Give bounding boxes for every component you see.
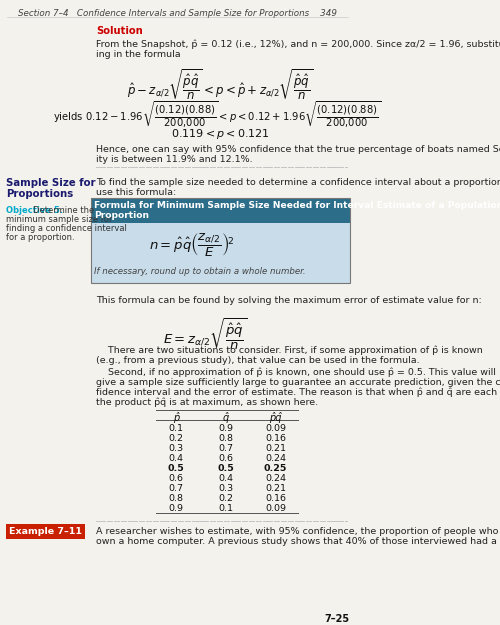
Text: 0.3: 0.3 — [218, 484, 234, 492]
Text: 0.5: 0.5 — [168, 464, 184, 473]
Text: 0.25: 0.25 — [264, 464, 287, 473]
Text: Determine the: Determine the — [32, 206, 94, 215]
Text: the product p̂q̂ is at maximum, as shown here.: the product p̂q̂ is at maximum, as shown… — [96, 398, 318, 407]
Text: q̂: q̂ — [223, 412, 229, 423]
Text: 0.8: 0.8 — [168, 494, 184, 502]
Text: 0.09: 0.09 — [265, 424, 286, 433]
Text: use this formula:: use this formula: — [96, 188, 176, 198]
Text: From the Snapshot, p̂ = 0.12 (i.e., 12%), and n = 200,000. Since zα/2 = 1.96, su: From the Snapshot, p̂ = 0.12 (i.e., 12%)… — [96, 39, 500, 49]
Text: Example 7–11: Example 7–11 — [8, 528, 82, 536]
Text: 0.9: 0.9 — [168, 504, 184, 512]
Text: 0.2: 0.2 — [218, 494, 234, 502]
Text: 0.7: 0.7 — [168, 484, 184, 492]
Text: 0.3: 0.3 — [168, 444, 184, 453]
Text: ity is between 11.9% and 12.1%.: ity is between 11.9% and 12.1%. — [96, 154, 252, 164]
Text: 0.4: 0.4 — [218, 474, 234, 483]
Text: $0.119 < p < 0.121$: $0.119 < p < 0.121$ — [171, 127, 270, 141]
Text: 0.5: 0.5 — [218, 464, 234, 473]
Text: (e.g., from a previous study), that value can be used in the formula.: (e.g., from a previous study), that valu… — [96, 356, 420, 365]
Text: minimum sample size for: minimum sample size for — [6, 215, 112, 224]
Text: Solution: Solution — [96, 26, 142, 36]
Text: 7–25: 7–25 — [324, 614, 349, 624]
Text: 0.24: 0.24 — [265, 474, 286, 483]
Text: 0.6: 0.6 — [218, 454, 234, 463]
Text: Second, if no approximation of p̂ is known, one should use p̂ = 0.5. This value : Second, if no approximation of p̂ is kno… — [96, 368, 496, 378]
Text: $n = \hat{p}\hat{q}\left(\dfrac{z_{\alpha/2}}{E}\right)^{\!2}$: $n = \hat{p}\hat{q}\left(\dfrac{z_{\alph… — [149, 231, 235, 259]
Text: 0.7: 0.7 — [218, 444, 234, 453]
Text: Proportion: Proportion — [94, 211, 149, 220]
Text: 0.2: 0.2 — [168, 434, 184, 443]
Text: fidence interval and the error of estimate. The reason is that when p̂ and q̂ ar: fidence interval and the error of estima… — [96, 388, 500, 397]
Text: $\hat{p} - z_{\alpha/2}\sqrt{\dfrac{\hat{p}\hat{q}}{n}} < p < \hat{p} + z_{\alph: $\hat{p} - z_{\alpha/2}\sqrt{\dfrac{\hat… — [128, 68, 314, 102]
Text: 0.24: 0.24 — [265, 454, 286, 463]
Text: 0.21: 0.21 — [265, 444, 286, 453]
Text: This formula can be found by solving the maximum error of estimate value for n:: This formula can be found by solving the… — [96, 296, 481, 306]
Text: Objective 5.: Objective 5. — [6, 206, 63, 215]
Text: own a home computer. A previous study shows that 40% of those interviewed had a: own a home computer. A previous study sh… — [96, 538, 497, 546]
Text: If necessary, round up to obtain a whole number.: If necessary, round up to obtain a whole… — [94, 267, 306, 276]
Text: yields $0.12 - 1.96\sqrt{\dfrac{(0.12)(0.88)}{200{,}000}} < p < 0.12 + 1.96\sqrt: yields $0.12 - 1.96\sqrt{\dfrac{(0.12)(0… — [52, 99, 380, 130]
Text: 0.21: 0.21 — [265, 484, 286, 492]
Text: Hence, one can say with 95% confidence that the true percentage of boats named S: Hence, one can say with 95% confidence t… — [96, 145, 500, 154]
Text: There are two situations to consider. First, if some approximation of p̂ is know: There are two situations to consider. Fi… — [96, 346, 482, 356]
Text: Proportions: Proportions — [6, 189, 73, 199]
Text: 0.1: 0.1 — [168, 424, 184, 433]
Text: finding a confidence interval: finding a confidence interval — [6, 224, 126, 233]
FancyBboxPatch shape — [91, 223, 350, 282]
Text: ing in the formula: ing in the formula — [96, 49, 180, 59]
Text: Section 7–4   Confidence Intervals and Sample Size for Proportions    349: Section 7–4 Confidence Intervals and Sam… — [18, 9, 337, 18]
Text: 0.09: 0.09 — [265, 504, 286, 512]
Text: 0.6: 0.6 — [168, 474, 184, 483]
Text: 0.16: 0.16 — [265, 494, 286, 502]
Text: A researcher wishes to estimate, with 95% confidence, the proportion of people w: A researcher wishes to estimate, with 95… — [96, 528, 498, 536]
Text: Sample Size for: Sample Size for — [6, 179, 96, 189]
Text: give a sample size sufficiently large to guarantee an accurate prediction, given: give a sample size sufficiently large to… — [96, 378, 500, 387]
FancyBboxPatch shape — [6, 524, 86, 539]
Text: 0.9: 0.9 — [218, 424, 234, 433]
Text: 0.1: 0.1 — [218, 504, 234, 512]
Text: p̂: p̂ — [173, 412, 180, 423]
Text: for a proportion.: for a proportion. — [6, 233, 74, 242]
Text: p̂q̂: p̂q̂ — [270, 412, 282, 423]
Text: 0.16: 0.16 — [265, 434, 286, 443]
Text: $E = z_{\alpha/2}\sqrt{\dfrac{\hat{p}\hat{q}}{n}}$: $E = z_{\alpha/2}\sqrt{\dfrac{\hat{p}\ha… — [164, 316, 248, 352]
Text: 0.4: 0.4 — [168, 454, 184, 463]
Text: To find the sample size needed to determine a confidence interval about a propor: To find the sample size needed to determ… — [96, 179, 500, 187]
Text: 0.8: 0.8 — [218, 434, 234, 443]
FancyBboxPatch shape — [91, 198, 350, 223]
Text: Formula for Minimum Sample Size Needed for Interval Estimate of a Population: Formula for Minimum Sample Size Needed f… — [94, 201, 500, 210]
